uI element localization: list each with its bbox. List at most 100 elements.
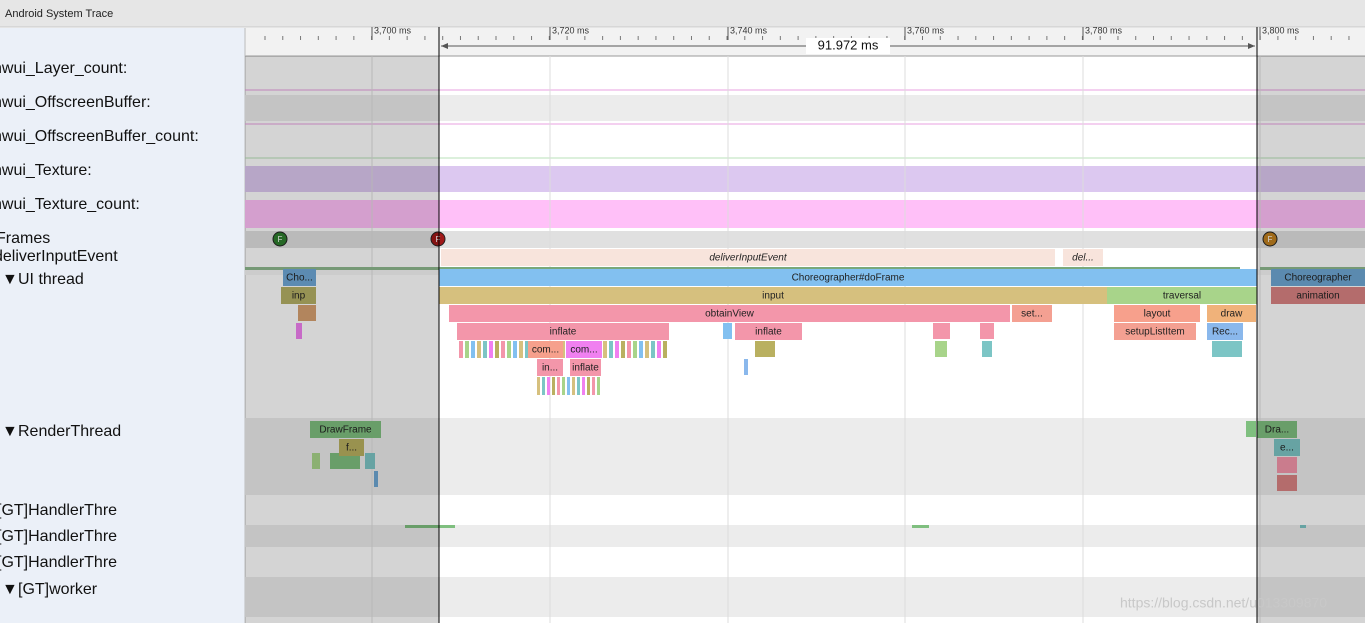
slice-label: f... [346,443,357,454]
sliver [627,341,631,358]
slice-label: traversal [1163,291,1201,302]
sliver [982,341,992,357]
sliver [513,341,517,358]
slice-label: Cho... [286,273,313,284]
tick-label: 3,780 ms [1085,25,1123,35]
sliver [542,377,545,395]
sliver [755,341,775,357]
slice-label: del... [1072,253,1094,264]
sliver [582,377,585,395]
slice [449,305,1010,322]
expand-arrow[interactable]: ▼ [2,423,18,440]
expand-arrow[interactable]: ▼ [2,271,18,288]
track-band [245,525,1365,547]
track-band [245,577,1365,617]
sliver [592,377,595,395]
slice-label: inflate [550,327,577,338]
slice-label: Rec... [1212,327,1238,338]
sliver [547,377,550,395]
slice-label: obtainView [705,309,755,320]
watermark: https://blog.csdn.net/u013309870 [1120,595,1327,611]
sliver [933,323,950,339]
sliver [577,377,580,395]
frame-marker [1262,231,1278,247]
sliver [557,377,560,395]
app-title: Android System Trace [5,8,113,20]
slice [1063,249,1103,266]
slice [1207,305,1256,322]
sliver [912,525,929,528]
track-label: RenderThread [18,423,121,440]
track-band [245,418,1365,495]
sliver [519,341,523,358]
slice [281,287,316,304]
tick-label: 3,760 ms [907,25,945,35]
sliver [1300,525,1306,528]
selection-duration: 91.972 ms [818,37,879,52]
frame-marker [430,231,446,247]
slice-label: in... [542,363,558,374]
unselected-shade [245,56,439,623]
sliver [621,341,625,358]
track-label: [GT]worker [18,581,98,598]
track-label: [GT]HandlerThre [0,554,117,571]
slice [441,249,1055,266]
slice [439,287,1107,304]
sliver [639,341,643,358]
slice [1207,323,1243,340]
sliver [603,341,607,358]
slice [570,359,601,376]
slice-label: Dra... [1265,425,1289,436]
sliver [633,341,637,358]
sliver [572,377,575,395]
frame-label: F [436,235,441,244]
slice-label: layout [1144,309,1171,320]
sliver [1260,267,1365,270]
track-label: deliverInputEvent [0,248,118,265]
sliver [537,377,540,395]
tick-label: 3,740 ms [730,25,768,35]
sliver [483,341,487,358]
slice [310,421,381,438]
sliver [552,377,555,395]
expand-arrow[interactable]: ▼ [2,581,18,598]
slice-label: inp [292,291,306,302]
track-label: hwui_OffscreenBuffer_count: [0,128,199,145]
slice-label: e... [1280,443,1294,454]
frame-marker [272,231,288,247]
sliver [567,377,570,395]
title-bar [0,0,1365,27]
track-label: hwui_Layer_count: [0,60,127,77]
sliver [1277,457,1297,473]
slice [528,341,563,358]
slice [1012,305,1052,322]
sliver [651,341,655,358]
slice-label: draw [1221,309,1243,320]
sliver [471,341,475,358]
sliver [980,323,994,339]
track-band [245,95,1365,121]
slice-label: animation [1296,291,1339,302]
track-band [245,166,1365,192]
slice-label: set... [1021,309,1043,320]
measure-bg [806,38,890,54]
slice [283,269,316,286]
slice-label: inflate [572,363,599,374]
slice [537,359,563,376]
sliver [1277,475,1297,491]
slice [735,323,802,340]
slice [1271,269,1365,286]
sliver [495,341,499,358]
slice [566,341,602,358]
sliver [723,323,732,339]
track-band [245,200,1365,228]
track-label: hwui_Texture_count: [0,196,140,213]
slice [1274,439,1300,456]
sliver [489,341,493,358]
sliver [312,453,320,469]
sliver [245,267,440,270]
sliver [405,525,455,528]
track-area: 3,700 ms 3,720 ms 3,740 ms 3,760 ms 3,780 ms… [2,25,1365,623]
